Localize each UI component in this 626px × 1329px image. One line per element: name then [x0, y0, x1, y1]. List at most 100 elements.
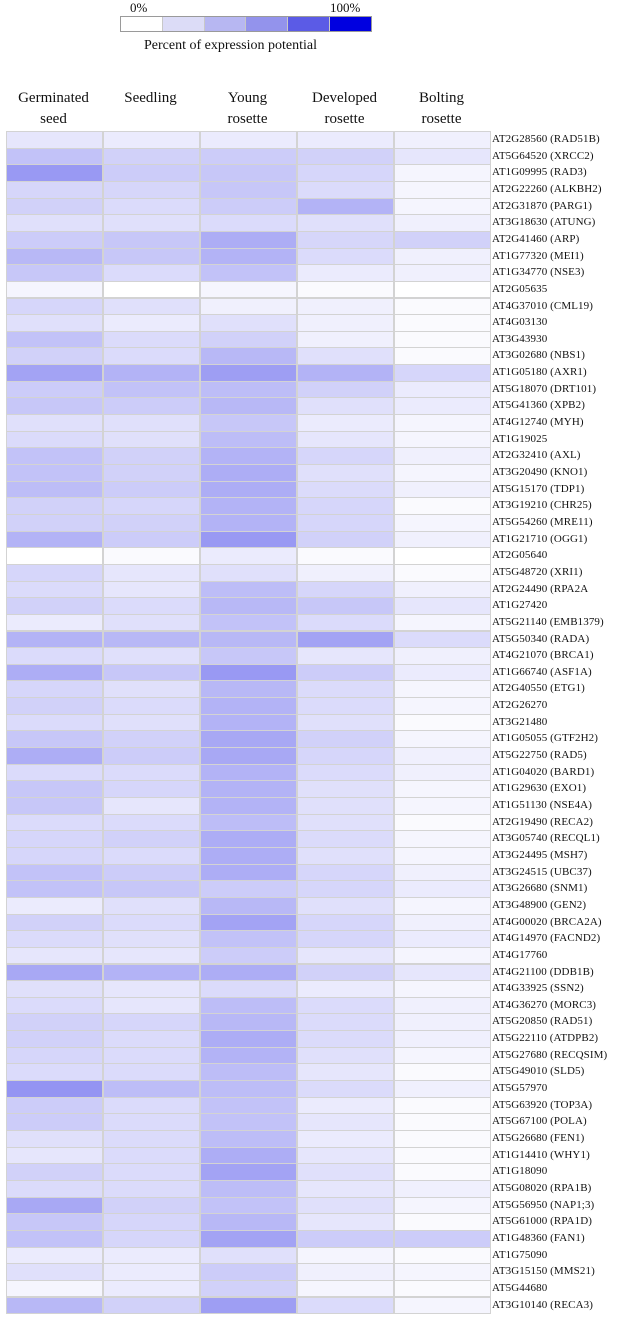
heatmap-cell [6, 1196, 103, 1215]
heatmap-cell [6, 1213, 103, 1231]
heatmap-cell [6, 1046, 103, 1065]
heatmap-cell [103, 1163, 200, 1181]
row-label: AT3G10140 (RECA3) [492, 1298, 594, 1311]
row-label: AT5G50340 (RADA) [492, 632, 590, 645]
heatmap-cell [394, 1263, 491, 1281]
heatmap-cell [103, 1229, 200, 1248]
heatmap-cell [6, 880, 103, 898]
heatmap-cell [103, 197, 200, 216]
heatmap-cell [6, 547, 103, 565]
heatmap-cell [394, 580, 491, 599]
row-label: AT5G67100 (POLA) [492, 1115, 587, 1128]
heatmap-cell [6, 980, 103, 998]
heatmap-cell [200, 380, 297, 399]
heatmap-cell [394, 863, 491, 882]
heatmap-cell [200, 713, 297, 732]
row-label: AT3G15150 (MMS21) [492, 1265, 595, 1278]
heatmap-cell [297, 430, 394, 449]
heatmap-cell [103, 247, 200, 266]
heatmap-cell [394, 1113, 491, 1131]
heatmap-cell [200, 197, 297, 216]
row-label: AT2G05640 [492, 549, 548, 562]
column-header: Developed rosette [312, 90, 377, 127]
heatmap-cell [200, 230, 297, 249]
row-label: AT3G21480 [492, 715, 548, 728]
heatmap-cell [297, 547, 394, 565]
heatmap-cell [6, 397, 103, 416]
heatmap-cell [200, 763, 297, 782]
heatmap-cell [200, 863, 297, 882]
heatmap-cell [297, 530, 394, 549]
heatmap-cell [103, 1013, 200, 1032]
row-label: AT1G14410 (WHY1) [492, 1148, 590, 1161]
heatmap-cell [200, 1163, 297, 1181]
heatmap-cell [394, 447, 491, 465]
heatmap-cell [103, 414, 200, 432]
heatmap-cell [6, 380, 103, 399]
heatmap-cell [297, 1196, 394, 1215]
row-label: AT4G00020 (BRCA2A) [492, 915, 602, 928]
heatmap-cell [297, 563, 394, 582]
heatmap-cell [394, 830, 491, 848]
heatmap-cell [394, 680, 491, 699]
heatmap-cell [297, 280, 394, 299]
heatmap-cell [6, 513, 103, 532]
heatmap-cell [200, 563, 297, 582]
row-label: AT2G26270 [492, 699, 548, 712]
heatmap-cell [200, 314, 297, 332]
heatmap-cell [200, 797, 297, 815]
row-label: AT2G22260 (ALKBH2) [492, 182, 602, 195]
heatmap-cell [394, 513, 491, 532]
heatmap-cell [6, 697, 103, 715]
heatmap-cell [6, 1063, 103, 1082]
heatmap-cell [200, 597, 297, 615]
heatmap-cell [103, 680, 200, 699]
heatmap-cell [6, 497, 103, 515]
heatmap-cell [200, 497, 297, 515]
heatmap-cell [394, 330, 491, 349]
row-label: AT5G56950 (NAP1;3) [492, 1198, 595, 1211]
heatmap-cell [103, 230, 200, 249]
heatmap-cell [394, 963, 491, 982]
heatmap-cell [297, 863, 394, 882]
heatmap-cell [200, 1146, 297, 1165]
heatmap-cell [103, 1246, 200, 1265]
heatmap-cell [200, 747, 297, 765]
heatmap-cell [394, 197, 491, 216]
heatmap-cell [200, 347, 297, 366]
heatmap-cell [200, 1179, 297, 1198]
heatmap-cell [6, 247, 103, 266]
heatmap-cell [103, 264, 200, 282]
heatmap-cell [297, 730, 394, 749]
heatmap-cell [200, 330, 297, 349]
heatmap-cell [103, 830, 200, 848]
heatmap-cell [200, 547, 297, 565]
heatmap-cell [200, 1263, 297, 1281]
heatmap-cell [394, 1196, 491, 1215]
heatmap-cell [297, 597, 394, 615]
heatmap-cell [297, 1080, 394, 1098]
heatmap-cell [297, 364, 394, 382]
row-label: AT1G29630 (EXO1) [492, 782, 587, 795]
row-label: AT5G64520 (XRCC2) [492, 149, 594, 162]
heatmap-cell [297, 1046, 394, 1065]
heatmap-cell [394, 563, 491, 582]
heatmap-cell [297, 1113, 394, 1131]
heatmap-cell [297, 264, 394, 282]
heatmap-cell [200, 1013, 297, 1032]
heatmap-cell [200, 264, 297, 282]
heatmap-cell [394, 397, 491, 416]
legend-swatch [329, 17, 371, 31]
heatmap-cell [6, 1013, 103, 1032]
row-label: AT1G34770 (NSE3) [492, 266, 585, 279]
heatmap-cell [394, 164, 491, 182]
row-label: AT3G26680 (SNM1) [492, 882, 588, 895]
heatmap-cell [297, 380, 394, 399]
heatmap-cell [200, 663, 297, 682]
heatmap-cell [200, 630, 297, 649]
heatmap-cell [394, 647, 491, 665]
row-label: AT1G09995 (RAD3) [492, 166, 587, 179]
heatmap-cell [6, 447, 103, 465]
heatmap-cell [103, 797, 200, 815]
heatmap-cell [297, 647, 394, 665]
